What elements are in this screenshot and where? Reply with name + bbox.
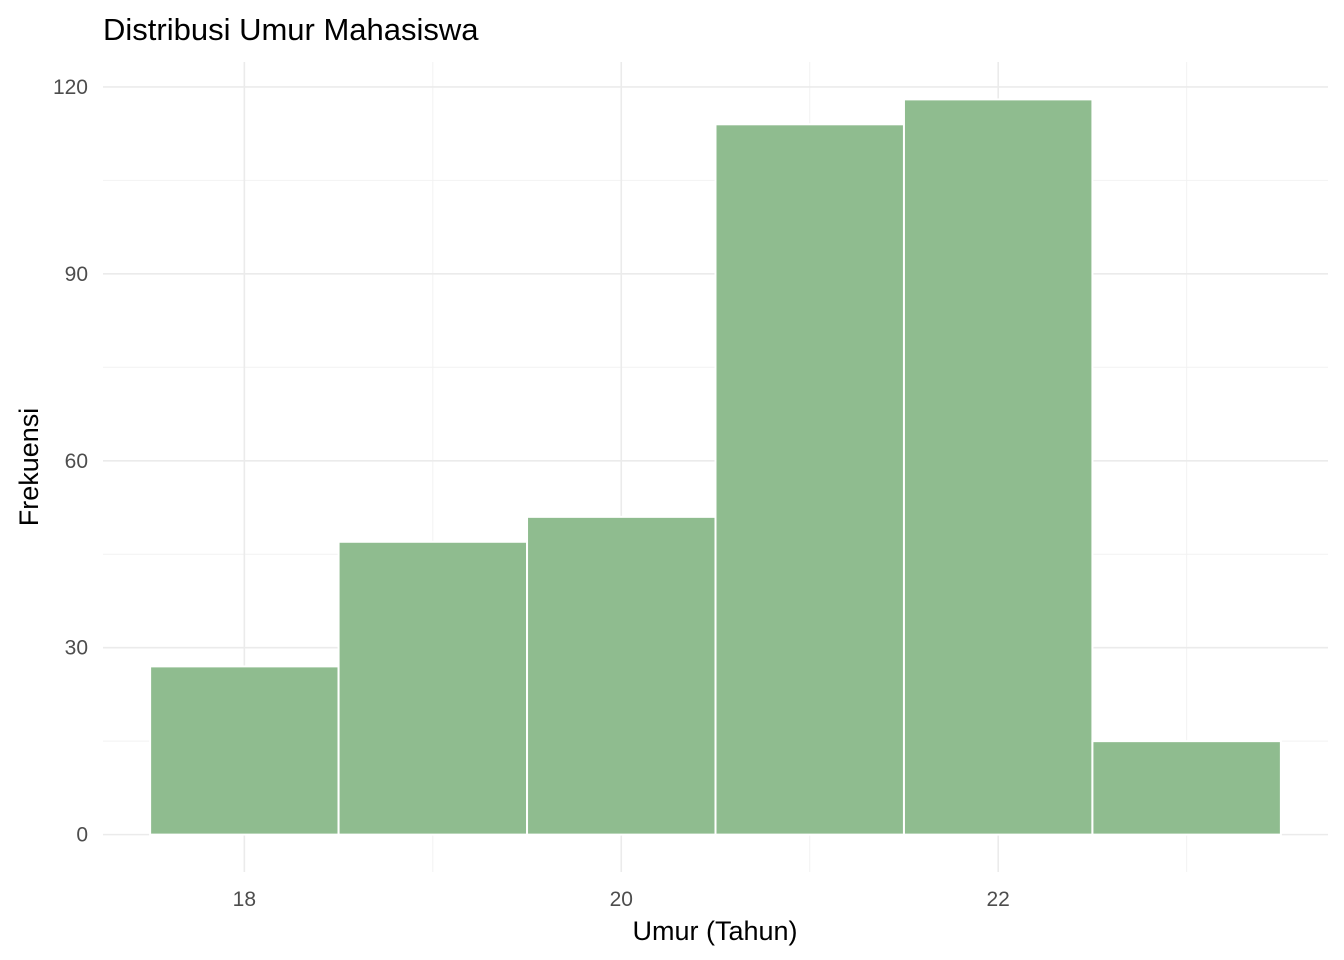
chart-title: Distribusi Umur Mahasiswa xyxy=(103,12,479,47)
y-tick-label: 120 xyxy=(53,76,88,99)
x-tick-label: 18 xyxy=(233,888,256,911)
y-axis-title: Frekuensi xyxy=(14,408,44,527)
y-tick-label: 60 xyxy=(65,450,88,473)
x-axis-title: Umur (Tahun) xyxy=(632,916,797,946)
histogram-bar xyxy=(337,540,529,836)
histogram-bars xyxy=(149,98,1282,836)
x-tick-label: 22 xyxy=(987,888,1010,911)
histogram-bar xyxy=(714,123,905,836)
y-axis-tick-labels: 0 30 60 90 120 xyxy=(53,76,88,847)
x-tick-label: 20 xyxy=(610,888,633,911)
y-tick-label: 0 xyxy=(76,824,88,847)
histogram-bar xyxy=(902,98,1094,836)
y-tick-label: 30 xyxy=(65,637,88,660)
y-tick-label: 90 xyxy=(65,263,88,286)
histogram-bar xyxy=(526,515,717,836)
x-axis-tick-labels: 18 20 22 xyxy=(233,888,1010,911)
histogram-bar xyxy=(1091,740,1282,836)
histogram-bar xyxy=(149,665,340,836)
